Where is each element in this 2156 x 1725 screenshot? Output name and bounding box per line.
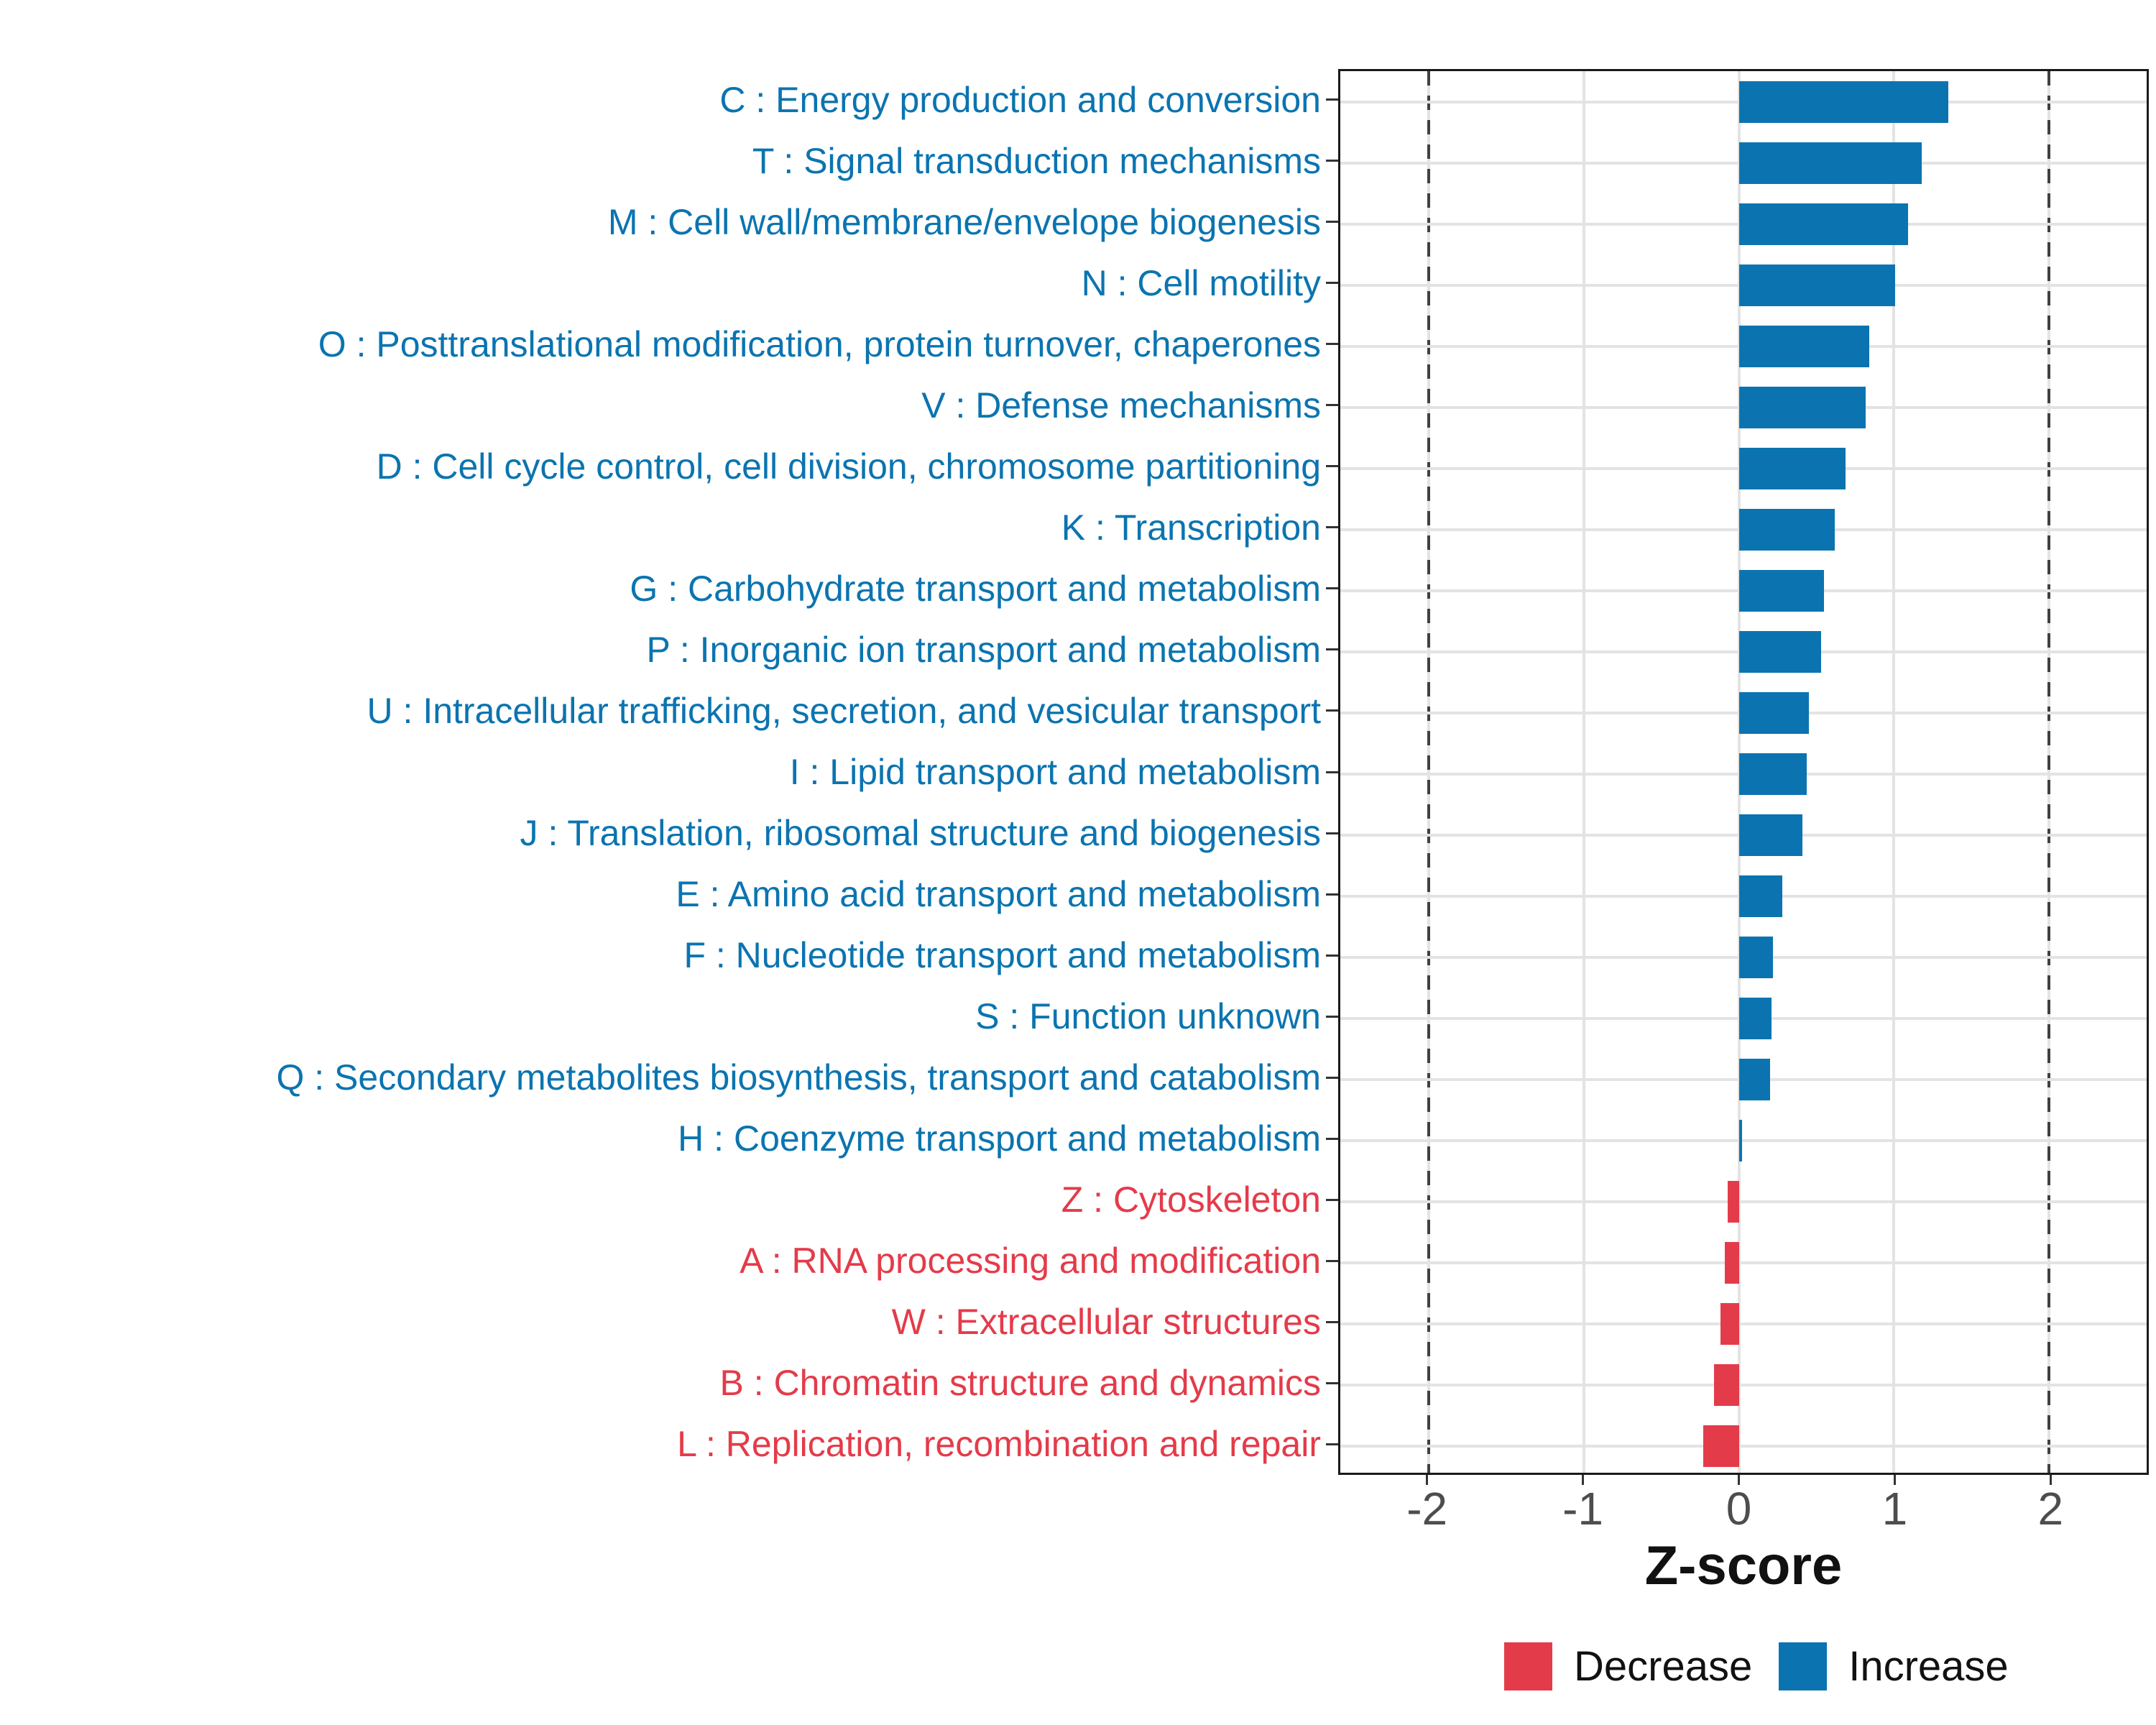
x-tick-mark xyxy=(1893,1475,1896,1485)
category-label: O : Posttranslational modification, prot… xyxy=(318,323,1321,364)
bar-K xyxy=(1738,508,1835,551)
bar-B xyxy=(1714,1364,1739,1407)
legend-label-decrease: Decrease xyxy=(1574,1643,1753,1690)
category-label: H : Coenzyme transport and metabolism xyxy=(678,1118,1321,1159)
category-label: P : Inorganic ion transport and metaboli… xyxy=(646,629,1321,670)
y-tick-mark xyxy=(1326,709,1338,712)
bar-D xyxy=(1738,447,1846,489)
y-tick-mark xyxy=(1326,160,1338,162)
category-label: B : Chromatin structure and dynamics xyxy=(719,1363,1321,1404)
y-tick-mark xyxy=(1326,1443,1338,1445)
y-tick-mark xyxy=(1326,1381,1338,1384)
y-tick-mark xyxy=(1326,648,1338,651)
y-tick-mark xyxy=(1326,954,1338,957)
y-tick-mark xyxy=(1326,1198,1338,1201)
plot-panel xyxy=(1338,69,2149,1475)
y-tick-mark xyxy=(1326,343,1338,346)
h-gridline xyxy=(1340,1200,2147,1204)
category-label: S : Function unknown xyxy=(975,996,1321,1037)
category-label: K : Transcription xyxy=(1061,507,1321,548)
bar-E xyxy=(1738,875,1782,918)
x-tick-label: -2 xyxy=(1406,1483,1448,1535)
y-tick-mark xyxy=(1326,465,1338,468)
v-gridline xyxy=(1892,71,1896,1473)
bar-W xyxy=(1720,1303,1739,1346)
category-label: Z : Cytoskeleton xyxy=(1061,1179,1321,1220)
category-label: W : Extracellular structures xyxy=(891,1302,1321,1343)
bar-N xyxy=(1738,264,1896,306)
x-tick-label: 2 xyxy=(2037,1483,2064,1535)
category-label: G : Carbohydrate transport and metabolis… xyxy=(630,568,1321,609)
bar-T xyxy=(1738,142,1922,184)
y-tick-mark xyxy=(1326,1259,1338,1262)
legend: Decrease Increase xyxy=(1504,1642,2009,1690)
bar-V xyxy=(1738,386,1866,428)
bar-A xyxy=(1725,1242,1739,1284)
y-tick-mark xyxy=(1326,1320,1338,1323)
x-tick-mark xyxy=(1582,1475,1585,1485)
y-tick-mark xyxy=(1326,404,1338,407)
dashed-guide-line xyxy=(2047,71,2051,1473)
h-gridline xyxy=(1340,1261,2147,1265)
y-tick-mark xyxy=(1326,587,1338,590)
y-tick-mark xyxy=(1326,282,1338,285)
category-label: V : Defense mechanisms xyxy=(921,385,1321,426)
category-label: C : Energy production and conversion xyxy=(719,79,1321,120)
bar-U xyxy=(1738,691,1809,734)
legend-swatch-increase xyxy=(1779,1642,1828,1690)
x-tick-mark xyxy=(1737,1475,1740,1485)
dashed-guide-line xyxy=(1427,71,1430,1473)
category-label: D : Cell cycle control, cell division, c… xyxy=(376,446,1321,487)
category-label: I : Lipid transport and metabolism xyxy=(789,751,1321,792)
h-gridline xyxy=(1340,1322,2147,1326)
y-tick-mark xyxy=(1326,1137,1338,1140)
category-label: L : Replication, recombination and repai… xyxy=(677,1424,1321,1465)
category-label: U : Intracellular trafficking, secretion… xyxy=(367,690,1321,731)
y-tick-mark xyxy=(1326,893,1338,896)
x-tick-label: 1 xyxy=(1881,1483,1908,1535)
y-tick-mark xyxy=(1326,1076,1338,1079)
category-label: J : Translation, ribosomal structure and… xyxy=(520,813,1321,854)
bar-H xyxy=(1738,1120,1742,1162)
y-tick-mark xyxy=(1326,526,1338,529)
v-gridline xyxy=(1582,71,1585,1473)
legend-label-increase: Increase xyxy=(1848,1643,2009,1690)
y-tick-mark xyxy=(1326,832,1338,834)
category-label: F : Nucleotide transport and metabolism xyxy=(683,935,1321,976)
bar-P xyxy=(1738,630,1821,673)
h-gridline xyxy=(1340,1139,2147,1143)
bar-M xyxy=(1738,203,1908,245)
y-tick-mark xyxy=(1326,1015,1338,1018)
bar-L xyxy=(1703,1425,1739,1468)
y-tick-mark xyxy=(1326,221,1338,224)
x-axis-title: Z-score xyxy=(1644,1535,1843,1596)
bar-G xyxy=(1738,569,1825,612)
h-gridline xyxy=(1340,1384,2147,1387)
category-label: Q : Secondary metabolites biosynthesis, … xyxy=(276,1057,1321,1098)
x-tick-mark xyxy=(2049,1475,2052,1485)
category-label: T : Signal transduction mechanisms xyxy=(752,140,1321,181)
h-gridline xyxy=(1340,1445,2147,1448)
bar-O xyxy=(1738,325,1869,367)
category-label: E : Amino acid transport and metabolism xyxy=(676,874,1321,915)
bar-Z xyxy=(1728,1181,1739,1223)
category-label: M : Cell wall/membrane/envelope biogenes… xyxy=(607,201,1321,242)
x-tick-label: 0 xyxy=(1726,1483,1752,1535)
x-tick-label: -1 xyxy=(1562,1483,1604,1535)
category-label: A : RNA processing and modification xyxy=(740,1241,1321,1282)
bar-C xyxy=(1738,80,1948,123)
bar-Q xyxy=(1738,1059,1770,1101)
bar-F xyxy=(1738,937,1773,979)
y-tick-mark xyxy=(1326,98,1338,101)
bar-J xyxy=(1738,814,1802,857)
bar-I xyxy=(1738,753,1807,795)
x-tick-mark xyxy=(1426,1475,1429,1485)
y-tick-mark xyxy=(1326,770,1338,773)
bar-S xyxy=(1738,998,1772,1040)
legend-swatch-decrease xyxy=(1504,1642,1552,1690)
category-label: N : Cell motility xyxy=(1081,262,1321,303)
